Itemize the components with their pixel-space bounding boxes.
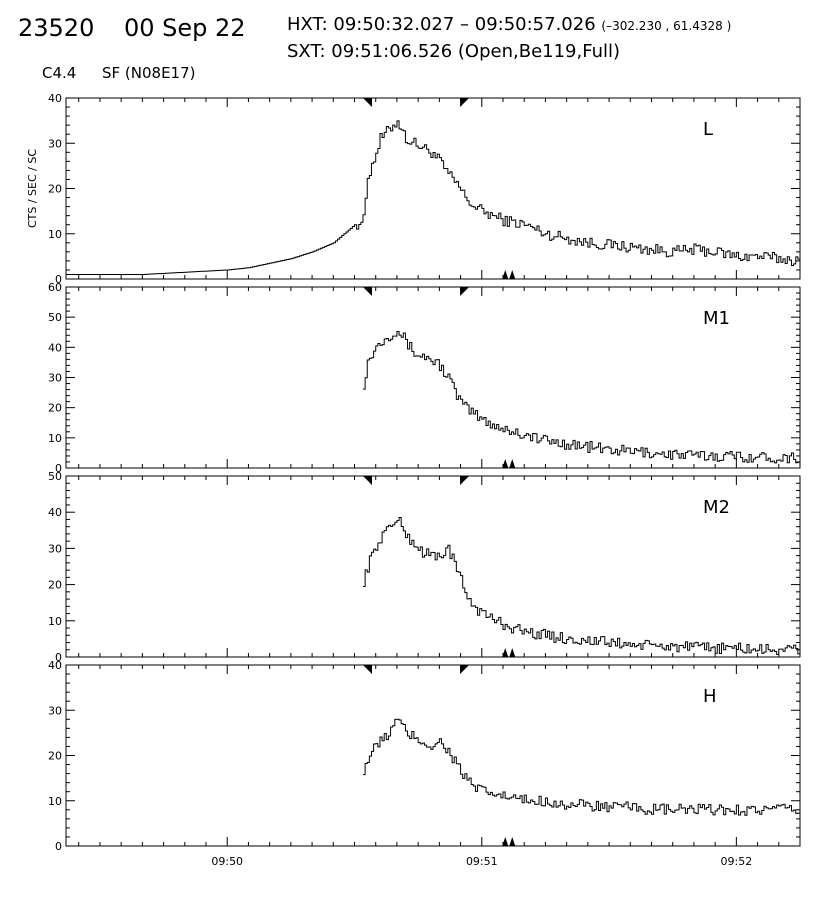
y-tick-label: 60	[48, 281, 62, 294]
y-tick-label: 20	[48, 750, 62, 763]
hxt-info: HXT: 09:50:32.027 – 09:50:57.026 (–302.2…	[287, 14, 731, 35]
plot-frame	[65, 286, 801, 469]
hxt-start-marker	[362, 665, 372, 674]
x-tick-label: 09:52	[721, 855, 753, 868]
y-tick-label: 50	[48, 470, 62, 483]
plot-frame	[65, 475, 801, 658]
y-tick-label: 10	[48, 432, 62, 445]
series-line-l	[66, 120, 800, 275]
x-tick-label: 09:50	[211, 855, 243, 868]
hxt-end-marker	[460, 476, 470, 485]
observation-date: 00 Sep 22	[124, 14, 246, 42]
hxt-label: HXT:	[287, 14, 328, 35]
sxt-marker	[509, 459, 516, 468]
y-tick-label: 0	[55, 273, 62, 286]
sxt-marker	[502, 459, 509, 468]
y-tick-label: 20	[48, 183, 62, 196]
channel-label: L	[703, 119, 713, 140]
y-tick-label: 30	[48, 372, 62, 385]
y-tick-label: 50	[48, 311, 62, 324]
panel-h: 0 10 20 30 40 H 09:50 09:51 09:52	[48, 659, 801, 868]
channel-label: M1	[703, 308, 730, 329]
y-tick-label: 40	[48, 659, 62, 672]
goes-class: C4.4	[42, 64, 77, 82]
y-tick-label: 40	[48, 506, 62, 519]
series-line-h	[362, 718, 800, 816]
panel-m2: 0 10 20 30 40 50 M2	[48, 470, 801, 664]
y-tick-label: 0	[55, 651, 62, 664]
y-tick-label: 0	[55, 462, 62, 475]
hxt-start-marker	[362, 287, 372, 296]
series-line-m2	[362, 516, 800, 655]
y-tick-label: 0	[55, 840, 62, 853]
sxt-marker	[502, 837, 509, 846]
flare-location: SF (N08E17)	[102, 64, 196, 82]
sxt-marker	[509, 648, 516, 657]
panel-l: 0 10 20 30 40 L CTS / SEC / SC	[26, 92, 801, 286]
sxt-marker	[509, 837, 516, 846]
y-tick-label: 30	[48, 542, 62, 555]
sxt-info: SXT: 09:51:06.526 (Open,Be119,Full)	[287, 41, 620, 62]
event-id: 23520	[18, 14, 95, 42]
hxt-time-range: 09:50:32.027 – 09:50:57.026	[333, 14, 596, 35]
y-tick-label: 10	[48, 795, 62, 808]
sxt-marker	[502, 648, 509, 657]
x-tick-label: 09:51	[466, 855, 498, 868]
hxt-end-marker	[460, 665, 470, 674]
hxt-end-marker	[460, 287, 470, 296]
sxt-details: 09:51:06.526 (Open,Be119,Full)	[331, 41, 621, 62]
y-tick-label: 30	[48, 137, 62, 150]
y-tick-label: 10	[48, 615, 62, 628]
series-line-m1	[362, 331, 800, 464]
hxt-end-marker	[460, 98, 470, 107]
y-tick-label: 20	[48, 402, 62, 415]
y-tick-label: 10	[48, 228, 62, 241]
channel-label: H	[703, 686, 717, 707]
y-tick-label: 40	[48, 341, 62, 354]
hxt-coordinates: (–302.230 , 61.4328 )	[601, 19, 732, 33]
channel-label: M2	[703, 497, 730, 518]
sxt-label: SXT:	[287, 41, 326, 62]
y-tick-label: 20	[48, 579, 62, 592]
hxt-start-marker	[362, 476, 372, 485]
panel-m1: 0 10 20 30 40 50 60 M1	[48, 281, 801, 475]
plot-frame	[65, 664, 801, 847]
hxt-start-marker	[362, 98, 372, 107]
y-tick-label: 40	[48, 92, 62, 105]
sxt-marker	[502, 270, 509, 279]
y-axis-label: CTS / SEC / SC	[26, 149, 39, 228]
sxt-marker	[509, 270, 516, 279]
y-tick-label: 30	[48, 704, 62, 717]
